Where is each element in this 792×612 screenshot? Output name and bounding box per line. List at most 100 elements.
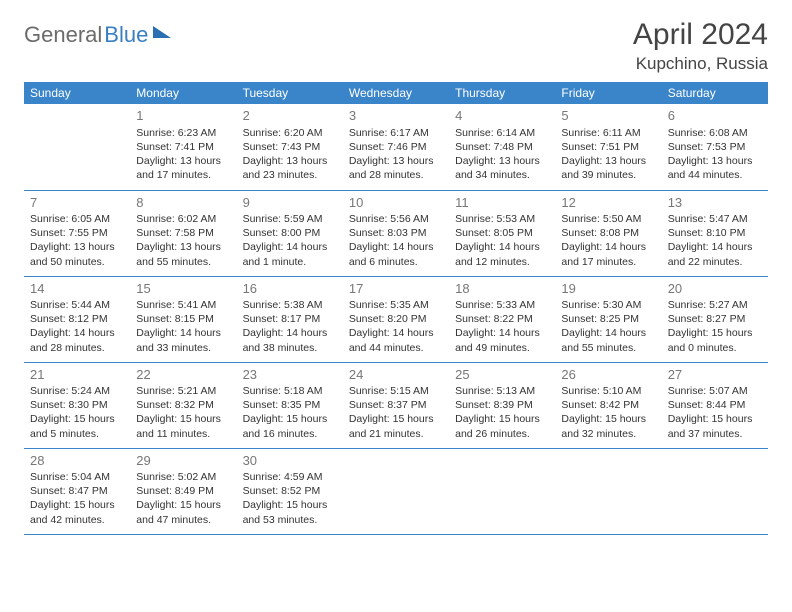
day-number: 26	[561, 366, 655, 384]
day-header: Sunday	[24, 82, 130, 104]
calendar-day-cell: 28Sunrise: 5:04 AMSunset: 8:47 PMDayligh…	[24, 448, 130, 534]
day-number: 14	[30, 280, 124, 298]
sunset-text: Sunset: 8:00 PM	[243, 226, 337, 240]
sunrise-text: Sunrise: 5:07 AM	[668, 384, 762, 398]
logo-sail-icon	[153, 26, 171, 38]
sunrise-text: Sunrise: 5:10 AM	[561, 384, 655, 398]
calendar-day-cell: 18Sunrise: 5:33 AMSunset: 8:22 PMDayligh…	[449, 276, 555, 362]
calendar-day-cell: 20Sunrise: 5:27 AMSunset: 8:27 PMDayligh…	[662, 276, 768, 362]
day-number: 10	[349, 194, 443, 212]
calendar-day-cell: 25Sunrise: 5:13 AMSunset: 8:39 PMDayligh…	[449, 362, 555, 448]
calendar-day-cell: 3Sunrise: 6:17 AMSunset: 7:46 PMDaylight…	[343, 104, 449, 190]
day-number: 17	[349, 280, 443, 298]
day-number: 18	[455, 280, 549, 298]
sunset-text: Sunset: 8:25 PM	[561, 312, 655, 326]
sunrise-text: Sunrise: 5:30 AM	[561, 298, 655, 312]
calendar-day-cell: 2Sunrise: 6:20 AMSunset: 7:43 PMDaylight…	[237, 104, 343, 190]
sunrise-text: Sunrise: 5:41 AM	[136, 298, 230, 312]
calendar-day-cell: 10Sunrise: 5:56 AMSunset: 8:03 PMDayligh…	[343, 190, 449, 276]
logo: GeneralBlue	[24, 18, 171, 48]
sunset-text: Sunset: 8:20 PM	[349, 312, 443, 326]
day-number: 8	[136, 194, 230, 212]
sunset-text: Sunset: 8:05 PM	[455, 226, 549, 240]
sunset-text: Sunset: 7:51 PM	[561, 140, 655, 154]
sunset-text: Sunset: 8:44 PM	[668, 398, 762, 412]
calendar-week-row: 14Sunrise: 5:44 AMSunset: 8:12 PMDayligh…	[24, 276, 768, 362]
sunrise-text: Sunrise: 5:50 AM	[561, 212, 655, 226]
sunrise-text: Sunrise: 6:02 AM	[136, 212, 230, 226]
sunrise-text: Sunrise: 5:18 AM	[243, 384, 337, 398]
sunset-text: Sunset: 8:17 PM	[243, 312, 337, 326]
page-header: GeneralBlue April 2024 Kupchino, Russia	[24, 18, 768, 74]
calendar-day-cell: 5Sunrise: 6:11 AMSunset: 7:51 PMDaylight…	[555, 104, 661, 190]
daylight-text: Daylight: 15 hours and 26 minutes.	[455, 412, 549, 440]
day-number: 12	[561, 194, 655, 212]
month-title: April 2024	[633, 18, 768, 52]
sunset-text: Sunset: 8:49 PM	[136, 484, 230, 498]
sunset-text: Sunset: 7:55 PM	[30, 226, 124, 240]
sunset-text: Sunset: 8:12 PM	[30, 312, 124, 326]
day-number: 20	[668, 280, 762, 298]
daylight-text: Daylight: 14 hours and 6 minutes.	[349, 240, 443, 268]
sunset-text: Sunset: 8:42 PM	[561, 398, 655, 412]
day-header-row: Sunday Monday Tuesday Wednesday Thursday…	[24, 82, 768, 104]
calendar-week-row: 28Sunrise: 5:04 AMSunset: 8:47 PMDayligh…	[24, 448, 768, 534]
calendar-week-row: 1Sunrise: 6:23 AMSunset: 7:41 PMDaylight…	[24, 104, 768, 190]
daylight-text: Daylight: 15 hours and 37 minutes.	[668, 412, 762, 440]
sunset-text: Sunset: 7:53 PM	[668, 140, 762, 154]
calendar-day-cell: 4Sunrise: 6:14 AMSunset: 7:48 PMDaylight…	[449, 104, 555, 190]
day-number: 23	[243, 366, 337, 384]
day-number: 29	[136, 452, 230, 470]
sunrise-text: Sunrise: 6:14 AM	[455, 126, 549, 140]
calendar-day-cell: 24Sunrise: 5:15 AMSunset: 8:37 PMDayligh…	[343, 362, 449, 448]
calendar-day-cell: 12Sunrise: 5:50 AMSunset: 8:08 PMDayligh…	[555, 190, 661, 276]
calendar-day-cell: 26Sunrise: 5:10 AMSunset: 8:42 PMDayligh…	[555, 362, 661, 448]
daylight-text: Daylight: 15 hours and 11 minutes.	[136, 412, 230, 440]
calendar-day-cell: 19Sunrise: 5:30 AMSunset: 8:25 PMDayligh…	[555, 276, 661, 362]
daylight-text: Daylight: 15 hours and 32 minutes.	[561, 412, 655, 440]
sunrise-text: Sunrise: 5:56 AM	[349, 212, 443, 226]
daylight-text: Daylight: 13 hours and 44 minutes.	[668, 154, 762, 182]
sunrise-text: Sunrise: 6:17 AM	[349, 126, 443, 140]
day-number: 11	[455, 194, 549, 212]
sunset-text: Sunset: 8:35 PM	[243, 398, 337, 412]
day-number: 7	[30, 194, 124, 212]
sunrise-text: Sunrise: 4:59 AM	[243, 470, 337, 484]
daylight-text: Daylight: 13 hours and 28 minutes.	[349, 154, 443, 182]
sunrise-text: Sunrise: 5:24 AM	[30, 384, 124, 398]
calendar-day-cell	[662, 448, 768, 534]
day-number: 1	[136, 107, 230, 125]
day-number: 6	[668, 107, 762, 125]
daylight-text: Daylight: 15 hours and 5 minutes.	[30, 412, 124, 440]
calendar-table: Sunday Monday Tuesday Wednesday Thursday…	[24, 82, 768, 535]
calendar-day-cell	[449, 448, 555, 534]
sunset-text: Sunset: 8:22 PM	[455, 312, 549, 326]
day-number: 3	[349, 107, 443, 125]
day-number: 19	[561, 280, 655, 298]
calendar-day-cell: 9Sunrise: 5:59 AMSunset: 8:00 PMDaylight…	[237, 190, 343, 276]
daylight-text: Daylight: 13 hours and 39 minutes.	[561, 154, 655, 182]
daylight-text: Daylight: 14 hours and 49 minutes.	[455, 326, 549, 354]
sunrise-text: Sunrise: 5:59 AM	[243, 212, 337, 226]
sunrise-text: Sunrise: 5:27 AM	[668, 298, 762, 312]
daylight-text: Daylight: 14 hours and 1 minute.	[243, 240, 337, 268]
sunset-text: Sunset: 8:27 PM	[668, 312, 762, 326]
sunset-text: Sunset: 8:47 PM	[30, 484, 124, 498]
day-number: 25	[455, 366, 549, 384]
daylight-text: Daylight: 13 hours and 17 minutes.	[136, 154, 230, 182]
sunset-text: Sunset: 8:32 PM	[136, 398, 230, 412]
day-number: 27	[668, 366, 762, 384]
sunrise-text: Sunrise: 6:05 AM	[30, 212, 124, 226]
daylight-text: Daylight: 15 hours and 21 minutes.	[349, 412, 443, 440]
sunset-text: Sunset: 8:03 PM	[349, 226, 443, 240]
day-number: 28	[30, 452, 124, 470]
calendar-day-cell: 15Sunrise: 5:41 AMSunset: 8:15 PMDayligh…	[130, 276, 236, 362]
sunrise-text: Sunrise: 5:35 AM	[349, 298, 443, 312]
daylight-text: Daylight: 14 hours and 12 minutes.	[455, 240, 549, 268]
sunrise-text: Sunrise: 6:20 AM	[243, 126, 337, 140]
day-number: 5	[561, 107, 655, 125]
calendar-day-cell	[24, 104, 130, 190]
calendar-day-cell: 7Sunrise: 6:05 AMSunset: 7:55 PMDaylight…	[24, 190, 130, 276]
sunrise-text: Sunrise: 6:08 AM	[668, 126, 762, 140]
sunset-text: Sunset: 7:48 PM	[455, 140, 549, 154]
